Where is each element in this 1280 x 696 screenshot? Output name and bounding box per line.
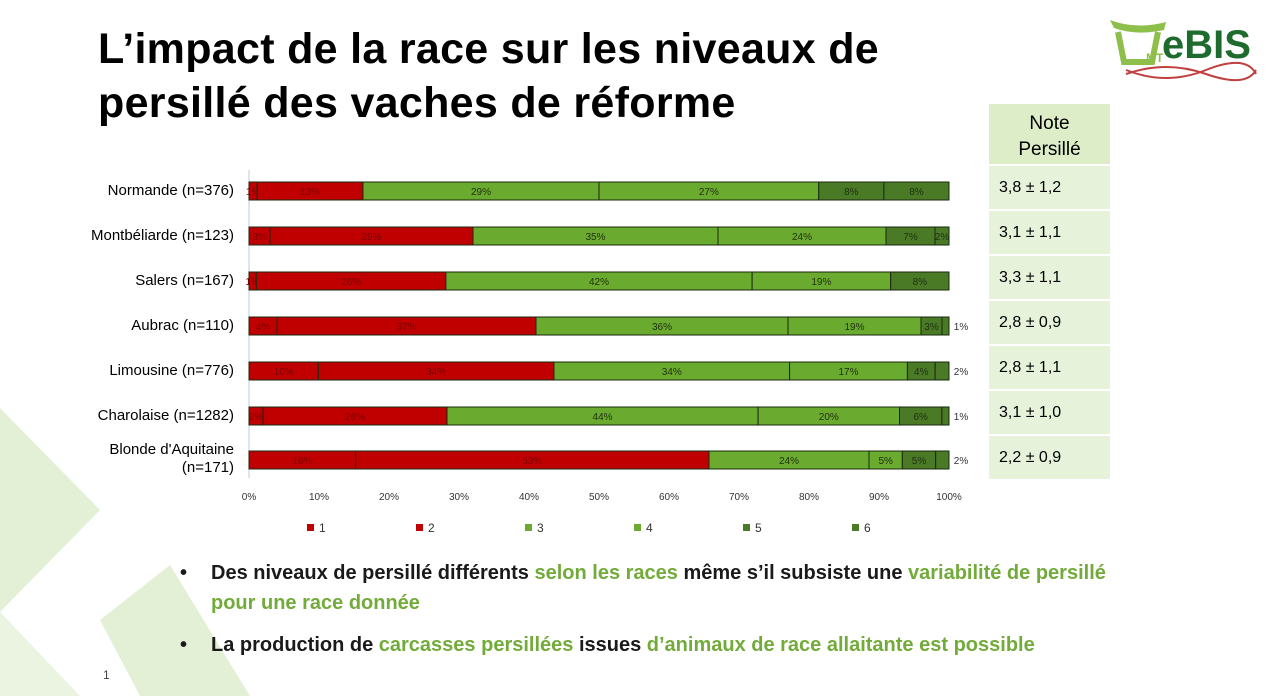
bar-segment: [890, 271, 950, 291]
data-label: 5%: [912, 456, 927, 467]
data-label: 2%: [249, 412, 264, 423]
data-label: 17%: [838, 367, 858, 378]
legend-label: 3: [537, 521, 544, 535]
legend-label: 2: [428, 521, 435, 535]
legend-swatch: [416, 524, 423, 531]
category-label: Montbéliarde (n=123): [90, 227, 234, 244]
data-label: 1%: [245, 277, 260, 288]
svg-text:eBIS: eBIS: [1162, 23, 1251, 67]
data-label: 36%: [652, 322, 672, 333]
data-label: 34%: [426, 367, 446, 378]
legend-label: 1: [319, 521, 326, 535]
legend-swatch: [307, 524, 314, 531]
table-header: Note Persillé: [989, 104, 1110, 166]
data-label: 2%: [954, 367, 969, 378]
data-label: 29%: [361, 232, 381, 243]
data-label: 29%: [471, 187, 491, 198]
bar-segment: [935, 450, 950, 470]
data-label: 8%: [844, 187, 859, 198]
slide-title: L’impact de la race sur les niveaux de pe…: [98, 25, 879, 127]
data-label: 10%: [274, 367, 294, 378]
data-label: 19%: [844, 322, 864, 333]
x-tick-label: 0%: [242, 492, 257, 503]
svg-text:MT: MT: [1146, 51, 1164, 65]
page-number: 1: [103, 668, 110, 682]
legend-label: 5: [755, 521, 762, 535]
data-label: 27%: [699, 187, 719, 198]
x-tick-label: 100%: [936, 492, 962, 503]
data-label: 26%: [341, 277, 361, 288]
data-label: 4%: [256, 322, 271, 333]
bar-segment: [934, 361, 950, 381]
data-label: 53%: [522, 456, 542, 467]
data-label: 35%: [585, 232, 605, 243]
data-label: 42%: [589, 277, 609, 288]
data-label: 24%: [792, 232, 812, 243]
data-label: 3%: [924, 322, 939, 333]
bullet-2: • La production de carcasses persillées i…: [180, 634, 1035, 656]
stacked-bar-chart: 1% 13% 29% 27% 8% 8%3% 29% 35% 24% 7% 2%1% 26% 42% 19…: [242, 170, 969, 535]
legend-label: 6: [864, 521, 871, 535]
data-label: 1%: [954, 412, 969, 423]
x-tick-label: 30%: [449, 492, 469, 503]
data-label: 37%: [396, 322, 416, 333]
data-label: 26%: [345, 412, 365, 423]
x-tick-label: 20%: [379, 492, 399, 503]
category-label: Normande (n=376): [107, 182, 234, 199]
bar-segment: [941, 316, 950, 336]
data-label: 4%: [914, 367, 929, 378]
data-label: 19%: [811, 277, 831, 288]
table-row: 3,1 ± 1,0: [989, 391, 1110, 436]
legend-swatch: [852, 524, 859, 531]
x-tick-label: 60%: [659, 492, 679, 503]
data-label: 16%: [292, 456, 312, 467]
data-label: 24%: [779, 456, 799, 467]
x-tick-label: 70%: [729, 492, 749, 503]
data-label: 8%: [909, 187, 924, 198]
bullet-1: • Des niveaux de persillé différents selo…: [180, 562, 1106, 614]
table-row: 2,8 ± 1,1: [989, 346, 1110, 391]
legend-label: 4: [646, 521, 653, 535]
data-label: 13%: [300, 187, 320, 198]
legend-swatch: [743, 524, 750, 531]
table-row: 2,8 ± 0,9: [989, 301, 1110, 346]
data-label: 34%: [662, 367, 682, 378]
data-label: 20%: [819, 412, 839, 423]
data-label: 1%: [954, 322, 969, 333]
bar-segment: [934, 226, 950, 246]
data-label: 3%: [252, 232, 267, 243]
legend-swatch: [525, 524, 532, 531]
category-label: Charolaise (n=1282): [97, 407, 234, 424]
x-tick-label: 90%: [869, 492, 889, 503]
legend-swatch: [634, 524, 641, 531]
table-row: 2,2 ± 0,9: [989, 436, 1110, 481]
table-row: 3,1 ± 1,1: [989, 211, 1110, 256]
table-row: 3,8 ± 1,2: [989, 166, 1110, 211]
data-label: 2%: [935, 232, 950, 243]
data-label: 5%: [878, 456, 893, 467]
table-row: 3,3 ± 1,1: [989, 256, 1110, 301]
category-label: Salers (n=167): [135, 272, 234, 289]
category-label: Blonde d'Aquitaine (n=171): [109, 441, 234, 476]
ebis-logo: eBIS MT: [1110, 20, 1257, 81]
data-label: 2%: [954, 456, 969, 467]
data-label: 7%: [903, 232, 918, 243]
category-label: Aubrac (n=110): [131, 317, 234, 334]
x-tick-label: 80%: [799, 492, 819, 503]
x-tick-label: 50%: [589, 492, 609, 503]
data-label: 1%: [246, 187, 261, 198]
bar-segment: [883, 181, 950, 201]
x-tick-label: 10%: [309, 492, 329, 503]
data-label: 8%: [913, 277, 928, 288]
data-label: 44%: [593, 412, 613, 423]
category-label: Limousine (n=776): [109, 362, 234, 379]
data-label: 6%: [913, 412, 928, 423]
bar-segment: [941, 406, 950, 426]
note-persille-table: Note Persillé 3,8 ± 1,2 3,1 ± 1,1 3,3 ± 1,1…: [989, 104, 1110, 481]
x-tick-label: 40%: [519, 492, 539, 503]
